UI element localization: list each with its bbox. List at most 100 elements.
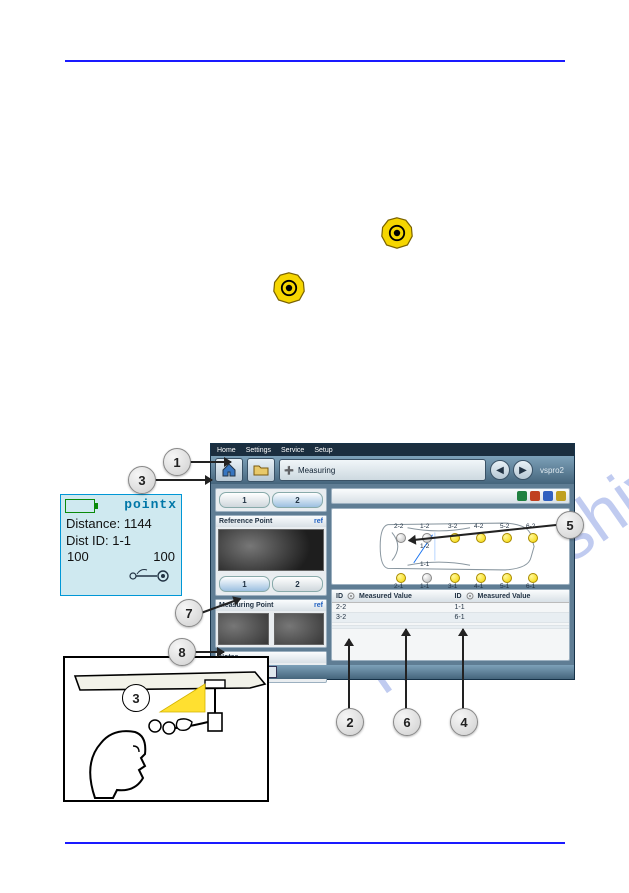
measuring-link[interactable]: ref	[314, 602, 323, 609]
distid-value: 1-1	[112, 533, 131, 548]
left-column: 1 2 Reference Point ref 1 2 Measuring Po…	[215, 488, 327, 661]
measure-point[interactable]	[396, 573, 406, 583]
reference-photo[interactable]	[218, 529, 324, 571]
callout-3b: 3	[122, 684, 150, 712]
measure-point[interactable]	[502, 533, 512, 543]
reference-panel: Reference Point ref 1 2	[215, 515, 327, 596]
car-canvas[interactable]: 2-21-23-24-25-26-22-11-13-14-15-16-11-21…	[331, 508, 570, 585]
probe-icon	[61, 564, 181, 585]
app-window: Home Settings Service Setup ➕ Measuring …	[210, 443, 575, 680]
measure-label: 1-1	[420, 583, 429, 590]
brand-label: vspro2	[536, 466, 568, 475]
callout-5: 5	[556, 511, 584, 539]
sketch-svg	[65, 658, 267, 800]
grid-header: ID Measured Value ID Measured Value	[332, 590, 569, 603]
measure-point[interactable]	[422, 573, 432, 583]
table-row[interactable]: 2-2 1-1	[332, 603, 569, 613]
measure-label: 4-1	[474, 583, 483, 590]
callout-2b: 2	[336, 708, 364, 736]
table-row[interactable]	[332, 626, 569, 629]
rule-top	[65, 60, 565, 62]
canvas-tool-icon[interactable]	[517, 491, 527, 501]
grid-col: Measured Value	[359, 593, 412, 600]
menu-item[interactable]: Setup	[314, 447, 332, 454]
table-row[interactable]: 3-2 6-1	[332, 613, 569, 623]
measure-point[interactable]	[476, 533, 486, 543]
reference-title: Reference Point	[219, 518, 272, 525]
arrow	[194, 651, 224, 653]
data-grid: ID Measured Value ID Measured Value 2-2 1…	[331, 589, 570, 661]
app-menubar[interactable]: Home Settings Service Setup	[211, 444, 574, 456]
arrow	[348, 639, 350, 709]
canvas-toolbar	[331, 488, 570, 504]
grid-col: ID	[455, 593, 462, 600]
measure-point[interactable]	[396, 533, 406, 543]
measure-point[interactable]	[502, 573, 512, 583]
canvas-tool-icon[interactable]	[543, 491, 553, 501]
folder-icon	[253, 464, 269, 476]
measure-point[interactable]	[476, 573, 486, 583]
app-body: 1 2 Reference Point ref 1 2 Measuring Po…	[211, 484, 574, 665]
meas-sel-option[interactable]: 1	[219, 576, 270, 592]
measure-label: 2-1	[394, 583, 403, 590]
rule-bottom	[65, 842, 565, 844]
table-cell	[332, 626, 391, 628]
sel-option[interactable]: 1	[219, 492, 270, 508]
usage-sketch	[63, 656, 269, 802]
canvas-tool-icon[interactable]	[556, 491, 566, 501]
table-cell	[510, 613, 569, 622]
measuring-photo[interactable]	[274, 613, 325, 645]
table-cell: 3-2	[332, 613, 391, 622]
measure-label: 1-2	[420, 523, 429, 530]
table-cell: 2-2	[332, 603, 391, 612]
callout-8: 8	[168, 638, 196, 666]
measure-label: 3-2	[448, 523, 457, 530]
measure-label: 4-2	[474, 523, 483, 530]
menu-item[interactable]: Settings	[246, 447, 271, 454]
distance-label: Distance:	[66, 516, 120, 531]
arrow	[189, 461, 231, 463]
battery-icon	[65, 499, 95, 513]
callout-4: 4	[450, 708, 478, 736]
arrow	[462, 629, 464, 709]
crumb-label: Measuring	[298, 466, 335, 475]
mid-label: 1-2	[420, 543, 429, 550]
lcd-brand: pointx	[124, 497, 177, 513]
target-icon	[381, 217, 413, 249]
table-cell	[510, 623, 569, 625]
distance-value: 1144	[124, 516, 152, 531]
arrow	[405, 629, 407, 709]
table-cell	[332, 623, 391, 625]
measure-point[interactable]	[528, 533, 538, 543]
nav-fwd-button[interactable]: ▶	[513, 460, 533, 480]
measure-point[interactable]	[450, 573, 460, 583]
table-cell	[391, 613, 450, 622]
meas-sel-option[interactable]: 2	[272, 576, 323, 592]
measure-point[interactable]	[528, 573, 538, 583]
lcd-left-value: 100	[67, 549, 89, 564]
measuring-photo[interactable]	[218, 613, 269, 645]
callout-3: 3	[128, 466, 156, 494]
target-icon	[273, 272, 305, 304]
table-cell	[391, 603, 450, 612]
breadcrumb: ➕ Measuring	[279, 459, 486, 481]
menu-item[interactable]: Home	[217, 447, 236, 454]
table-cell	[451, 623, 510, 625]
arrow	[154, 479, 212, 481]
lcd-right-value: 100	[153, 549, 175, 564]
pointx-lcd: pointx Distance: 1144 Dist ID: 1-1 100 1…	[60, 494, 182, 596]
table-cell: 6-1	[451, 613, 510, 622]
measure-label: 2-2	[394, 523, 403, 530]
sel-option-active[interactable]: 2	[272, 492, 323, 508]
grid-col: Measured Value	[478, 593, 531, 600]
table-cell: 1-1	[451, 603, 510, 612]
app-toolbar: ➕ Measuring ◀ ▶ vspro2	[211, 456, 574, 484]
nav-back-button[interactable]: ◀	[490, 460, 510, 480]
canvas-tool-icon[interactable]	[530, 491, 540, 501]
measure-label: 3-1	[448, 583, 457, 590]
reference-link[interactable]: ref	[314, 518, 323, 525]
callout-6: 6	[393, 708, 421, 736]
measure-label: 6-1	[526, 583, 535, 590]
folder-button[interactable]	[247, 458, 275, 482]
menu-item[interactable]: Service	[281, 447, 304, 454]
